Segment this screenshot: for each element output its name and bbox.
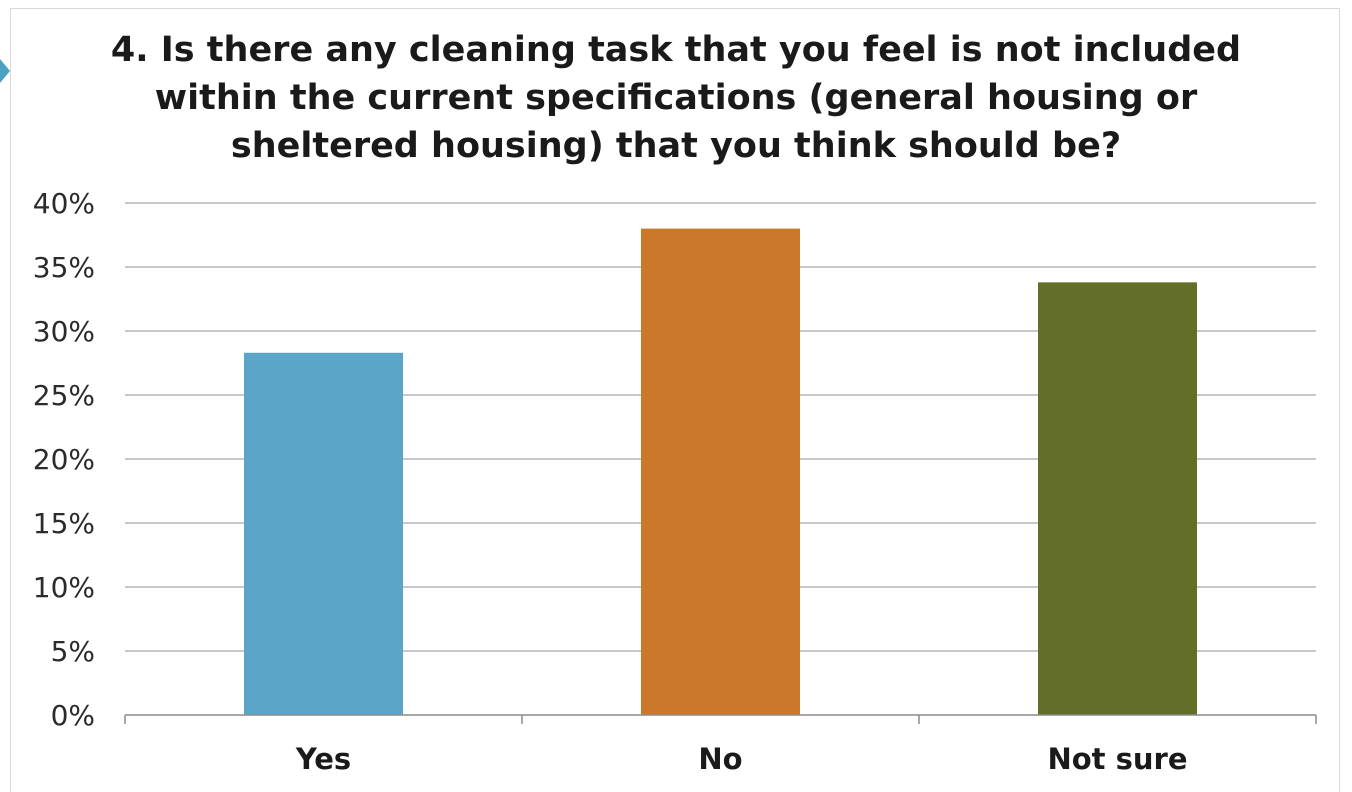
accent-arrow-icon: [0, 59, 10, 83]
bar-no: [641, 228, 800, 715]
y-tick-label: 20%: [33, 443, 95, 476]
y-tick-label: 35%: [33, 251, 95, 284]
x-tick-labels: Yes No Not sure: [295, 742, 1188, 776]
y-tick-label: 30%: [33, 315, 95, 348]
axes: [124, 714, 1317, 724]
x-tick-label: Not sure: [1047, 742, 1187, 776]
y-tick-label: 15%: [33, 507, 95, 540]
bars: [244, 228, 1197, 715]
bar-not-sure: [1038, 282, 1197, 715]
y-tick-label: 25%: [33, 379, 95, 412]
x-tick-label: Yes: [295, 742, 351, 776]
x-tick-label: No: [698, 742, 742, 776]
y-tick-label: 10%: [33, 571, 95, 604]
y-tick-labels: 0% 5% 10% 15% 20% 25% 30% 35% 40%: [33, 187, 95, 732]
bar-yes: [244, 352, 403, 715]
chart-frame: [10, 8, 1340, 792]
y-tick-label: 40%: [33, 187, 95, 220]
chart-title: 4. Is there any cleaning task that you f…: [110, 30, 1242, 166]
y-tick-label: 0%: [51, 699, 95, 732]
y-tick-label: 5%: [51, 635, 95, 668]
